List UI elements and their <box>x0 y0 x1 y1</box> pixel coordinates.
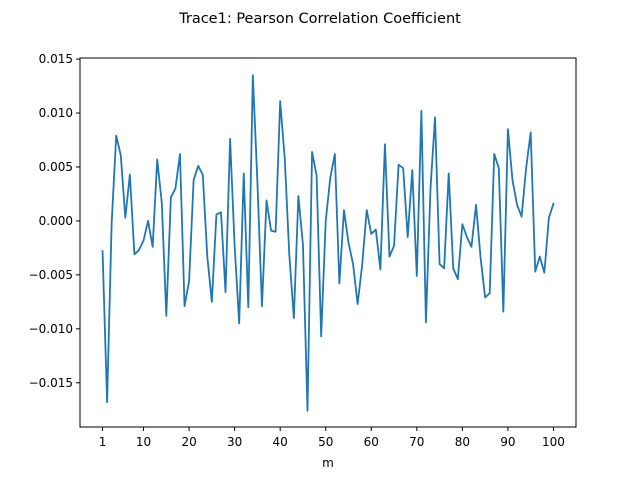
x-tick-label: 20 <box>181 435 196 449</box>
x-tick-label: 10 <box>136 435 151 449</box>
chart-title: Trace1: Pearson Correlation Coefficient <box>178 11 461 27</box>
y-tick-label: −0.010 <box>29 322 73 336</box>
x-tick-label: 60 <box>364 435 379 449</box>
plot-frame <box>79 57 577 428</box>
series-line <box>101 74 555 412</box>
y-tick-label: −0.015 <box>29 376 73 390</box>
x-tick-label: 70 <box>409 435 424 449</box>
y-tick-label: 0.000 <box>39 214 73 228</box>
y-axis: −0.015 −0.010 −0.005 0.000 0.005 0.010 0.015 <box>29 52 80 390</box>
x-tick-label: 100 <box>542 435 565 449</box>
x-tick-label: 80 <box>455 435 470 449</box>
x-tick-label: 50 <box>318 435 333 449</box>
x-tick-label: 1 <box>99 435 107 449</box>
x-tick-label: 90 <box>500 435 515 449</box>
x-axis-label: m <box>322 456 334 470</box>
y-tick-label: −0.005 <box>29 268 73 282</box>
y-tick-label: 0.005 <box>39 160 73 174</box>
x-tick-label: 30 <box>227 435 242 449</box>
x-axis: 1 10 20 30 40 50 60 70 80 90 100 <box>99 427 565 449</box>
y-tick-label: 0.015 <box>39 52 73 66</box>
y-tick-label: 0.010 <box>39 106 73 120</box>
x-tick-label: 40 <box>273 435 288 449</box>
